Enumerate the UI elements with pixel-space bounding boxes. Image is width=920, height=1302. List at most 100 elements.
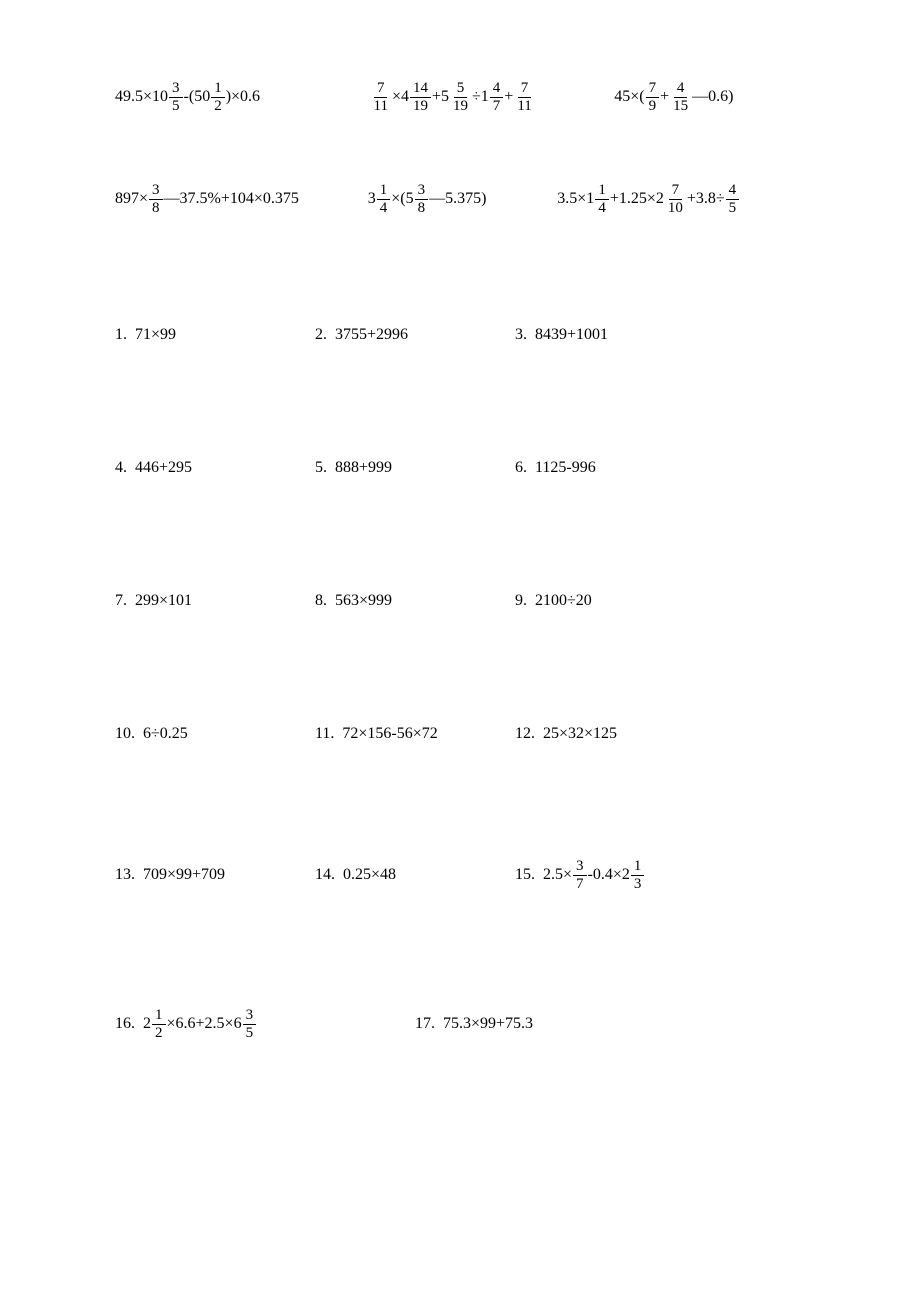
fraction-denominator: 4 bbox=[377, 200, 391, 217]
problem-cell: 897×38—37.5%+104×0.375 bbox=[115, 182, 368, 216]
expression-text: 3 bbox=[368, 190, 376, 208]
fraction-denominator: 9 bbox=[646, 98, 660, 115]
problem-number: 6. bbox=[515, 459, 527, 477]
fraction: 38 bbox=[149, 182, 163, 216]
problem-number: 11. bbox=[315, 725, 334, 743]
problem-cell: 2. 3755+2996 bbox=[315, 326, 515, 344]
problem-number: 16. bbox=[115, 1015, 135, 1033]
problem-number: 8. bbox=[315, 592, 327, 610]
expression-text: 71×99 bbox=[135, 326, 176, 344]
fraction: 79 bbox=[646, 80, 660, 114]
expression-text: 45×( bbox=[614, 88, 644, 106]
problem-cell: 14.0.25×48 bbox=[315, 866, 515, 884]
expression-text: 563×999 bbox=[335, 592, 392, 610]
expression-text: 72×156-56×72 bbox=[342, 725, 437, 743]
fraction-numerator: 7 bbox=[518, 80, 532, 98]
expression: 2100÷20 bbox=[535, 592, 592, 610]
fraction-denominator: 5 bbox=[726, 200, 740, 217]
expression-text: 0.25×48 bbox=[343, 866, 396, 884]
fraction-denominator: 7 bbox=[573, 876, 587, 893]
fraction: 12 bbox=[152, 1007, 166, 1041]
expression-text: 1125-996 bbox=[535, 459, 596, 477]
fraction: 14 bbox=[595, 182, 609, 216]
problem-number: 2. bbox=[315, 326, 327, 344]
fraction-numerator: 7 bbox=[669, 182, 683, 200]
problem-number: 13. bbox=[115, 866, 135, 884]
expression-text: 709×99+709 bbox=[143, 866, 225, 884]
fraction: 711 bbox=[514, 80, 534, 114]
expression-text: 2100÷20 bbox=[535, 592, 592, 610]
expression: 563×999 bbox=[335, 592, 392, 610]
problem-cell: 5.888+999 bbox=[315, 459, 515, 477]
fraction-numerator: 4 bbox=[490, 80, 504, 98]
expression: 709×99+709 bbox=[143, 866, 225, 884]
expression: 3.5×114+1.25×2710+3.8÷45 bbox=[557, 182, 740, 216]
problem-cell: 3.5×114+1.25×2710+3.8÷45 bbox=[557, 182, 810, 216]
expression: 897×38—37.5%+104×0.375 bbox=[115, 182, 299, 216]
expression-text: -0.4×2 bbox=[588, 866, 630, 884]
fraction: 12 bbox=[211, 80, 225, 114]
expression-text: -(50 bbox=[184, 88, 211, 106]
expression-text: +5 bbox=[432, 88, 449, 106]
fraction-numerator: 3 bbox=[149, 182, 163, 200]
expression: 314×(538—5.375) bbox=[368, 182, 487, 216]
expression-text: )×0.6 bbox=[226, 88, 260, 106]
fraction: 711 bbox=[371, 80, 391, 114]
expression-text: 897× bbox=[115, 190, 148, 208]
fraction-denominator: 10 bbox=[665, 200, 686, 217]
expression: 2.5×37-0.4×213 bbox=[543, 858, 645, 892]
problem-cell: 12.25×32×125 bbox=[515, 725, 715, 743]
problem-cell: 8. 563×999 bbox=[315, 592, 515, 610]
problem-cell: 9.2100÷20 bbox=[515, 592, 715, 610]
fraction-numerator: 4 bbox=[726, 182, 740, 200]
problem-cell: 11. 72×156-56×72 bbox=[315, 725, 515, 743]
expression-text: —0.6) bbox=[692, 88, 733, 106]
fraction-denominator: 4 bbox=[595, 200, 609, 217]
fraction-numerator: 1 bbox=[595, 182, 609, 200]
fraction: 35 bbox=[169, 80, 183, 114]
expression-text: 2.5× bbox=[543, 866, 572, 884]
problem-number: 12. bbox=[515, 725, 535, 743]
fraction-denominator: 2 bbox=[211, 98, 225, 115]
fraction-numerator: 1 bbox=[377, 182, 391, 200]
problem-number: 4. bbox=[115, 459, 127, 477]
fraction-numerator: 3 bbox=[573, 858, 587, 876]
expression-text: 299×101 bbox=[135, 592, 192, 610]
expression: 6÷0.25 bbox=[143, 725, 188, 743]
problem-number: 7. bbox=[115, 592, 127, 610]
expression-text: + bbox=[660, 88, 669, 106]
expression-text: +3.8÷ bbox=[687, 190, 725, 208]
fraction-numerator: 1 bbox=[152, 1007, 166, 1025]
expression-text: —5.375) bbox=[429, 190, 486, 208]
problem-cell: 314×(538—5.375) bbox=[368, 182, 558, 216]
fraction-numerator: 3 bbox=[169, 80, 183, 98]
fraction: 710 bbox=[665, 182, 686, 216]
expression-text: 3755+2996 bbox=[335, 326, 408, 344]
expression-text: 3.5×1 bbox=[557, 190, 594, 208]
problem-cell: 13. 709×99+709 bbox=[115, 866, 315, 884]
fraction-numerator: 3 bbox=[243, 1007, 257, 1025]
expression-text: 2 bbox=[143, 1015, 151, 1033]
expression-text: 446+295 bbox=[135, 459, 192, 477]
expression-text: ×4 bbox=[392, 88, 409, 106]
expression: 72×156-56×72 bbox=[342, 725, 437, 743]
fraction: 14 bbox=[377, 182, 391, 216]
fraction: 45 bbox=[726, 182, 740, 216]
expression-text: + bbox=[504, 88, 513, 106]
expression-text: ×(5 bbox=[391, 190, 413, 208]
expression-text: ÷1 bbox=[472, 88, 489, 106]
problem-cell: 711×41419+5519÷147+711 bbox=[370, 80, 615, 114]
problem-row: 49.5×1035-(5012)×0.6711×41419+5519÷147+7… bbox=[115, 80, 810, 114]
expression-text: 6÷0.25 bbox=[143, 725, 188, 743]
problem-cell: 6. 1125-996 bbox=[515, 459, 715, 477]
expression-text: +1.25×2 bbox=[610, 190, 664, 208]
fraction-denominator: 8 bbox=[415, 200, 429, 217]
expression-text: ×6.6+2.5×6 bbox=[167, 1015, 242, 1033]
expression: 3755+2996 bbox=[335, 326, 408, 344]
problem-cell: 3.8439+1001 bbox=[515, 326, 715, 344]
fraction-denominator: 7 bbox=[490, 98, 504, 115]
fraction-denominator: 8 bbox=[149, 200, 163, 217]
problem-row: 7. 299×101 8. 563×999 9.2100÷20 bbox=[115, 592, 810, 610]
problem-cell: 16.212×6.6+2.5×635 bbox=[115, 1007, 415, 1041]
problem-cell: 4. 446+295 bbox=[115, 459, 315, 477]
